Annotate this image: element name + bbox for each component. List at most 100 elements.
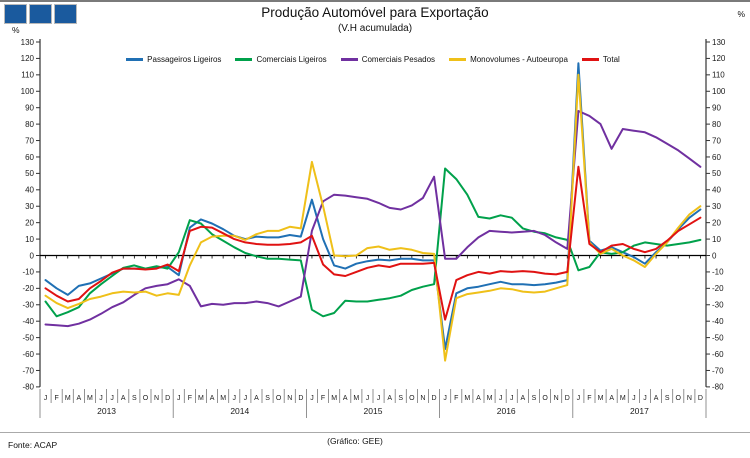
legend-item-comerciais-ligeiros: Comerciais Ligeiros [235, 55, 327, 64]
legend-label: Passageiros Ligeiros [147, 55, 222, 64]
month-letter-label: M [620, 395, 626, 402]
month-letter-label: M [198, 395, 204, 402]
month-letter-label: O [542, 395, 548, 402]
month-letter-label: J [643, 395, 647, 402]
source-label: Fonte: ACAP [8, 440, 58, 450]
y-tick-label-left: 30 [25, 202, 34, 211]
year-label: 2013 [97, 406, 116, 416]
y-tick-label-right: 10 [712, 235, 721, 244]
series-line-monovolumes-autoeuropa [44, 73, 702, 362]
y-tick-label-right: 120 [712, 54, 726, 63]
y-tick-label-right: 40 [712, 186, 721, 195]
y-tick-label-right: 60 [712, 153, 721, 162]
legend-label: Comerciais Ligeiros [256, 55, 327, 64]
month-letter-label: S [665, 395, 670, 402]
year-label: 2017 [630, 406, 649, 416]
legend-swatch [581, 58, 599, 61]
legend-item-total: Total [581, 55, 620, 64]
month-letter-label: J [310, 395, 314, 402]
month-letter-label: J [44, 395, 48, 402]
logo-square [54, 4, 77, 24]
month-letter-label: F [321, 395, 325, 402]
series-line-comerciais-ligeiros [44, 167, 702, 318]
month-letter-label: F [188, 395, 192, 402]
legend-item-passageiros-ligeiros: Passageiros Ligeiros [126, 55, 221, 64]
month-letter-label: F [587, 395, 591, 402]
month-letter-label: J [177, 395, 181, 402]
right-axis-unit-label: % [737, 9, 745, 19]
month-letter-label: N [287, 395, 292, 402]
left-axis-unit-label: % [12, 25, 20, 35]
y-tick-label-left: 100 [21, 87, 35, 96]
y-tick-label-left: 130 [21, 38, 35, 47]
chart-subtitle: (V.H acumulada) [337, 23, 413, 34]
month-letter-label: J [366, 395, 370, 402]
month-letter-label: O [409, 395, 415, 402]
legend-label: Comerciais Pesados [361, 55, 436, 64]
month-letter-label: A [609, 395, 614, 402]
y-tick-label-left: -80 [22, 383, 34, 392]
month-letter-label: O [676, 395, 682, 402]
y-tick-label-left: 90 [25, 103, 34, 112]
series-line-passageiros-ligeiros [44, 62, 702, 351]
credit-label: (Gráfico: GEE) [327, 436, 383, 446]
y-tick-label-right: 110 [712, 71, 725, 80]
month-letter-label: D [432, 395, 437, 402]
y-tick-label-left: -20 [22, 284, 34, 293]
month-letter-label: D [165, 395, 170, 402]
legend-swatch [126, 58, 144, 61]
y-tick-label-right: -70 [712, 366, 724, 375]
year-label: 2016 [497, 406, 516, 416]
month-letter-label: J [99, 395, 103, 402]
month-letter-label: A [654, 395, 659, 402]
month-letter-label: F [454, 395, 458, 402]
top-border-line [0, 0, 750, 2]
y-tick-label-right: 90 [712, 103, 721, 112]
month-letter-label: J [244, 395, 248, 402]
month-letter-label: J [499, 395, 503, 402]
legend-label: Monovolumes - Autoeuropa [470, 55, 568, 64]
three-squares-logo [4, 4, 77, 24]
month-letter-label: M [464, 395, 470, 402]
month-letter-label: J [233, 395, 237, 402]
month-letter-label: S [132, 395, 137, 402]
y-tick-label-left: 120 [21, 54, 35, 63]
y-tick-label-left: -40 [22, 317, 34, 326]
month-letter-label: S [398, 395, 403, 402]
y-tick-label-right: -20 [712, 284, 724, 293]
y-tick-label-right: -60 [712, 350, 724, 359]
y-tick-label-left: 70 [25, 136, 34, 145]
y-tick-label-right: -50 [712, 333, 724, 342]
y-tick-label-right: -10 [712, 268, 724, 277]
y-tick-label-right: -80 [712, 383, 724, 392]
month-letter-label: A [387, 395, 392, 402]
month-letter-label: A [521, 395, 526, 402]
month-letter-label: D [698, 395, 703, 402]
y-tick-label-right: 130 [712, 38, 726, 47]
y-tick-label-left: 10 [25, 235, 34, 244]
y-tick-label-left: 20 [25, 218, 34, 227]
month-letter-label: N [420, 395, 425, 402]
y-tick-label-left: -60 [22, 350, 34, 359]
y-tick-label-right: -30 [712, 301, 724, 310]
y-tick-label-left: -30 [22, 301, 34, 310]
month-letter-label: A [343, 395, 348, 402]
y-tick-label-left: 40 [25, 186, 34, 195]
month-letter-label: N [687, 395, 692, 402]
month-letter-label: D [565, 395, 570, 402]
month-letter-label: M [65, 395, 71, 402]
month-letter-label: M [87, 395, 93, 402]
y-tick-label-left: 110 [21, 71, 34, 80]
month-letter-label: A [476, 395, 481, 402]
y-tick-label-left: 0 [30, 251, 35, 260]
month-letter-label: J [632, 395, 636, 402]
month-letter-label: M [220, 395, 226, 402]
month-letter-label: S [532, 395, 537, 402]
y-tick-label-left: 60 [25, 153, 34, 162]
month-letter-label: A [121, 395, 126, 402]
month-letter-label: M [598, 395, 604, 402]
month-letter-label: N [154, 395, 159, 402]
y-tick-label-left: 50 [25, 169, 34, 178]
y-tick-label-right: 30 [712, 202, 721, 211]
